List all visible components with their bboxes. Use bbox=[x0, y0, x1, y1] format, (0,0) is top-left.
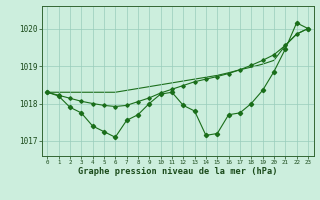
X-axis label: Graphe pression niveau de la mer (hPa): Graphe pression niveau de la mer (hPa) bbox=[78, 167, 277, 176]
